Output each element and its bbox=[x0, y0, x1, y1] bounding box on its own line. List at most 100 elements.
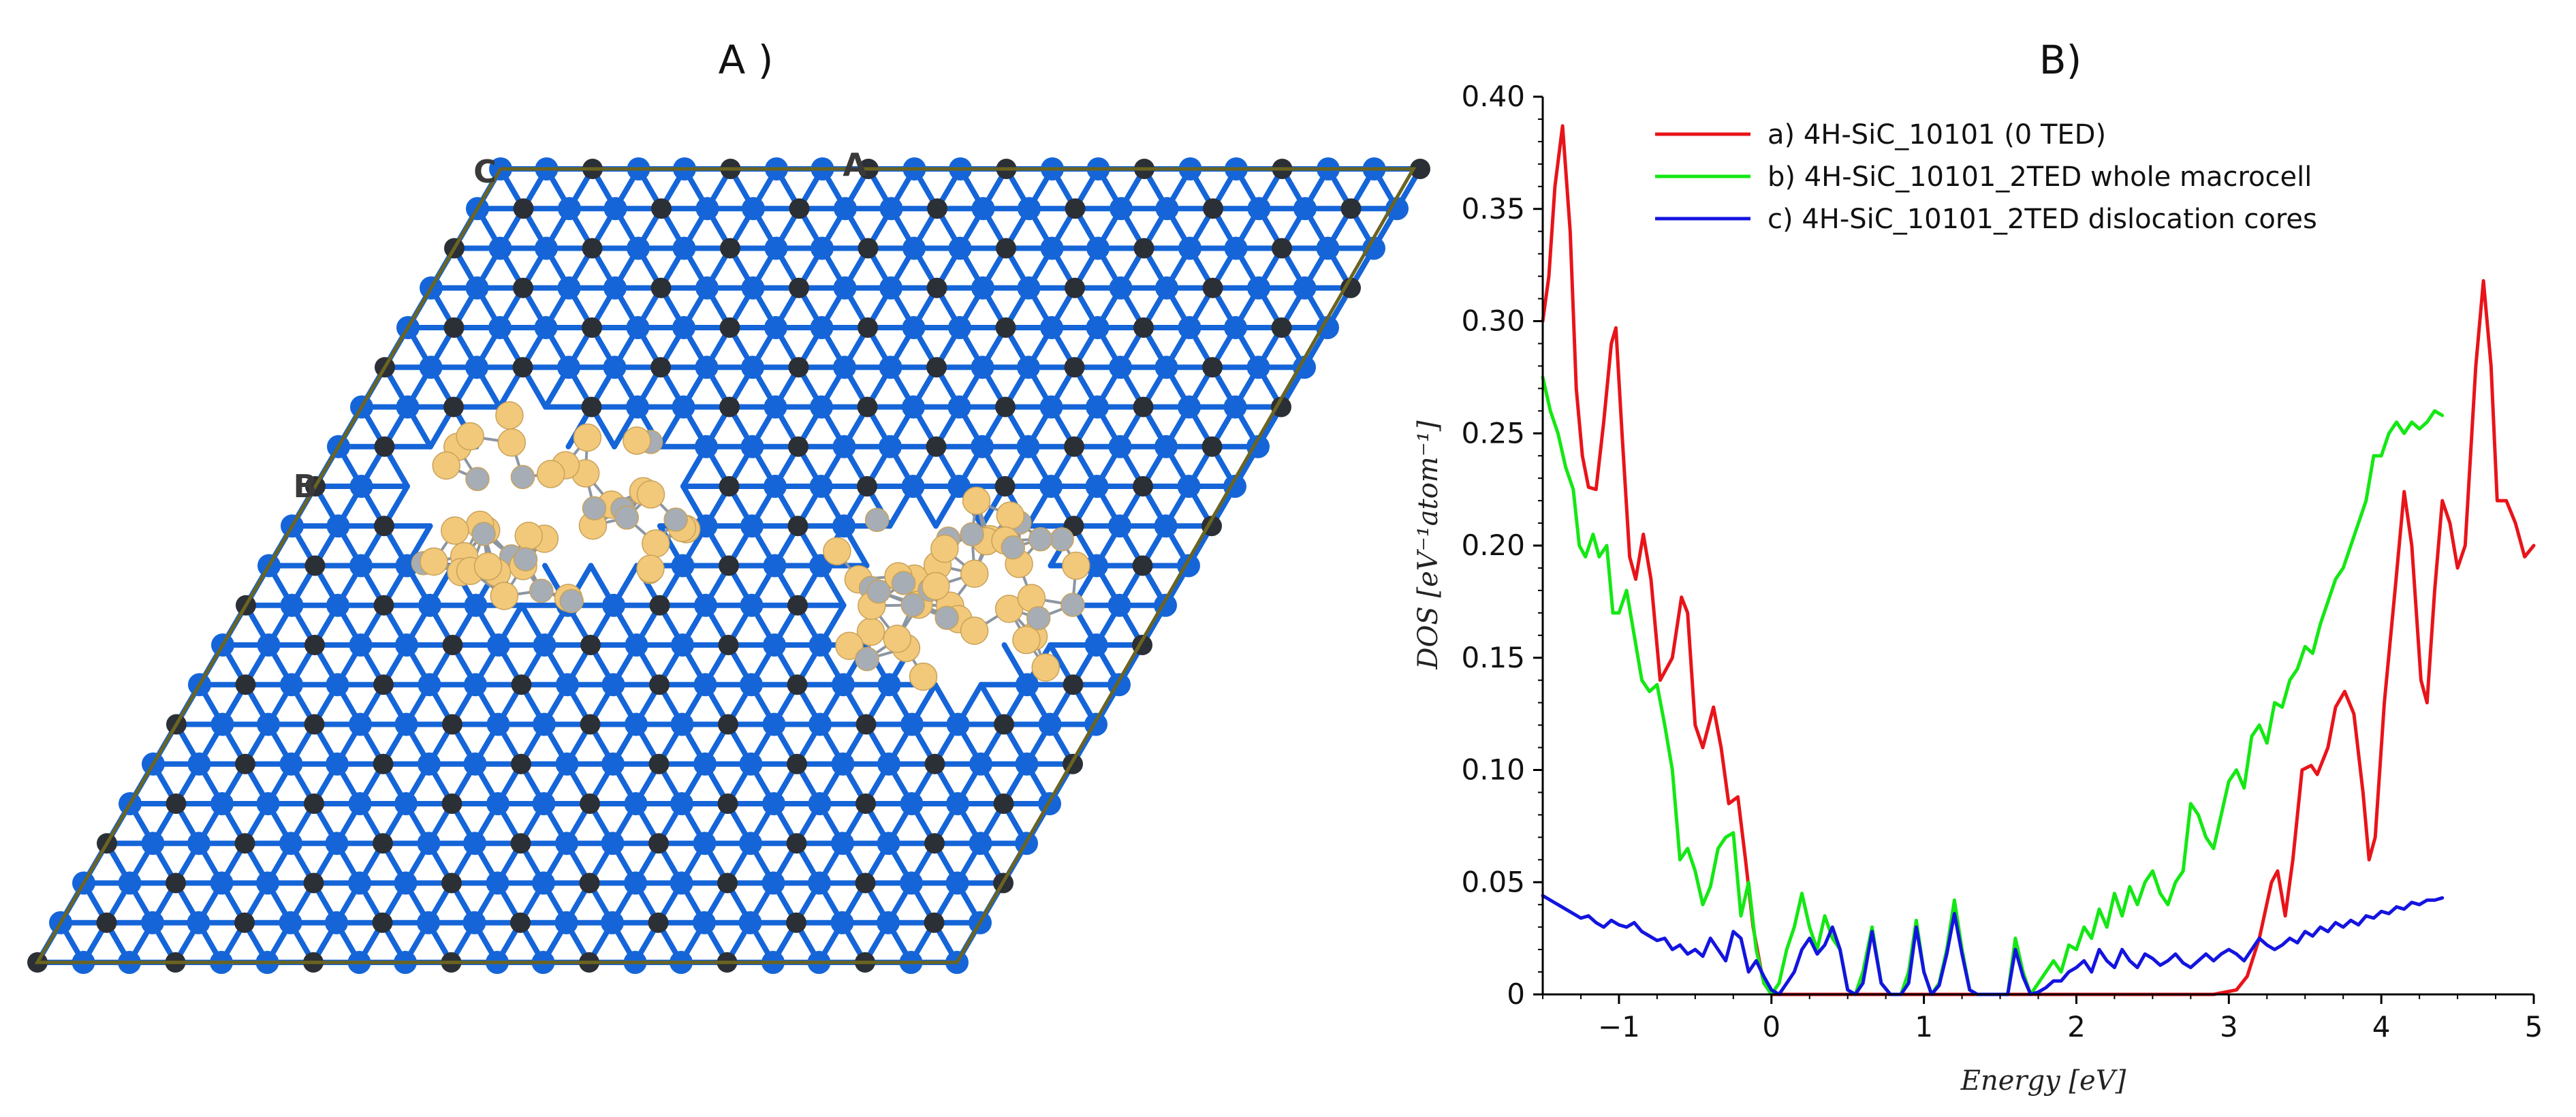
carbon-atom bbox=[924, 912, 945, 933]
core-gold-atom bbox=[473, 552, 503, 581]
carbon-atom bbox=[1133, 238, 1155, 259]
x-axis-ticks: −1 0 1 2 3 4 5 bbox=[1542, 994, 2543, 1043]
silicon-atom bbox=[808, 792, 832, 815]
carbon-atom bbox=[855, 872, 876, 894]
lattice-atoms bbox=[27, 157, 1430, 974]
silicon-atom bbox=[762, 792, 785, 815]
silicon-atom bbox=[764, 475, 787, 498]
carbon-atom bbox=[857, 476, 877, 497]
silicon-atom bbox=[326, 514, 350, 538]
silicon-atom bbox=[396, 395, 420, 419]
core-gold-atom bbox=[1031, 653, 1060, 682]
core-gold-atom bbox=[883, 625, 912, 653]
carbon-atom bbox=[649, 595, 670, 616]
silicon-atom bbox=[695, 276, 719, 300]
silicon-atom bbox=[1246, 435, 1270, 458]
silicon-atom bbox=[1108, 593, 1131, 617]
core-gold-atom bbox=[441, 516, 469, 545]
silicon-atom bbox=[349, 712, 372, 736]
carbon-atom bbox=[789, 277, 809, 298]
silicon-atom bbox=[971, 197, 995, 221]
carbon-atom bbox=[510, 912, 531, 933]
carbon-atom bbox=[926, 277, 947, 298]
silicon-atom bbox=[279, 832, 302, 855]
core-grey-atom bbox=[559, 588, 584, 614]
carbon-atom bbox=[580, 793, 600, 814]
carbon-atom bbox=[96, 912, 117, 933]
core-grey-atom bbox=[663, 507, 688, 532]
silicon-atom bbox=[1039, 475, 1063, 498]
carbon-atom bbox=[788, 357, 809, 378]
silicon-atom bbox=[326, 752, 349, 776]
silicon-atom bbox=[465, 276, 489, 300]
silicon-atom bbox=[395, 633, 418, 657]
silicon-atom bbox=[418, 752, 441, 776]
silicon-atom bbox=[1086, 395, 1109, 419]
silicon-atom bbox=[1177, 475, 1201, 498]
carbon-atom bbox=[649, 674, 670, 695]
silicon-atom bbox=[1108, 514, 1131, 538]
silicon-atom bbox=[601, 911, 624, 934]
panel-a-title: A ) bbox=[719, 37, 774, 83]
silicon-atom bbox=[1015, 752, 1039, 776]
silicon-atom bbox=[879, 435, 902, 458]
silicon-atom bbox=[488, 236, 512, 260]
core-grey-atom bbox=[1028, 527, 1053, 552]
carbon-atom bbox=[719, 396, 740, 418]
silicon-atom bbox=[1110, 197, 1133, 221]
silicon-atom bbox=[695, 356, 719, 379]
carbon-atom bbox=[995, 396, 1016, 418]
carbon-atom bbox=[373, 595, 394, 616]
carbon-atom bbox=[1202, 277, 1223, 298]
silicon-atom bbox=[349, 475, 373, 498]
silicon-atom bbox=[948, 316, 971, 339]
carbon-atom bbox=[648, 912, 669, 933]
core-grey-atom bbox=[900, 593, 925, 618]
silicon-atom bbox=[532, 871, 555, 895]
silicon-atom bbox=[832, 435, 856, 458]
silicon-atom bbox=[1224, 236, 1248, 260]
core-grey-atom bbox=[1001, 535, 1026, 560]
carbon-atom bbox=[858, 317, 878, 338]
carbon-atom bbox=[857, 396, 878, 418]
carbon-atom bbox=[511, 753, 531, 774]
silicon-atom bbox=[877, 673, 901, 697]
silicon-atom bbox=[601, 673, 625, 697]
silicon-atom bbox=[738, 911, 762, 934]
silicon-atom bbox=[879, 276, 902, 300]
silicon-atom bbox=[462, 911, 486, 934]
silicon-atom bbox=[740, 435, 764, 458]
silicon-atom bbox=[946, 792, 969, 815]
y-tick-label: 0.20 bbox=[1461, 529, 1525, 562]
silicon-atom bbox=[1085, 554, 1108, 578]
core-gold-atom bbox=[573, 423, 602, 452]
carbon-atom bbox=[996, 238, 1016, 259]
carbon-atom bbox=[443, 317, 465, 338]
carbon-atom bbox=[995, 317, 1016, 338]
carbon-atom bbox=[513, 277, 533, 298]
carbon-atom bbox=[303, 872, 324, 894]
silicon-atom bbox=[670, 712, 694, 736]
silicon-atom bbox=[486, 871, 509, 895]
silicon-atom bbox=[831, 832, 854, 855]
silicon-atom bbox=[187, 911, 210, 934]
silicon-atom bbox=[969, 832, 992, 855]
core-gold-atom bbox=[636, 480, 665, 509]
supercell-outline bbox=[34, 167, 1417, 964]
silicon-atom bbox=[1154, 514, 1178, 538]
carbon-atom bbox=[650, 277, 672, 298]
silicon-atom bbox=[488, 316, 512, 339]
carbon-atom bbox=[787, 753, 807, 774]
carbon-atom bbox=[650, 357, 671, 378]
silicon-atom bbox=[625, 712, 648, 736]
carbon-atom bbox=[442, 635, 463, 655]
silicon-atom bbox=[763, 633, 786, 657]
core-gold-atom bbox=[432, 451, 460, 480]
carbon-atom bbox=[717, 793, 738, 814]
lattice-label-b: B bbox=[293, 468, 317, 505]
silicon-atom bbox=[1178, 236, 1201, 260]
silicon-atom bbox=[763, 554, 787, 578]
core-gold-atom bbox=[962, 486, 991, 515]
core-grey-atom bbox=[866, 579, 891, 604]
core-gold-atom bbox=[996, 501, 1025, 530]
